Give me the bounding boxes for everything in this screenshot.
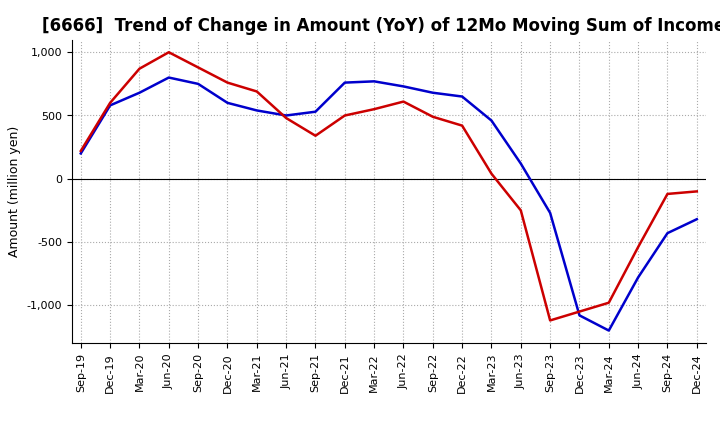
Net Income: [311, 133, 320, 138]
Ordinary Income: [106, 103, 114, 108]
Net Income: [135, 66, 144, 71]
Net Income: [399, 99, 408, 104]
Net Income: [341, 113, 349, 118]
Ordinary Income: [487, 118, 496, 123]
Net Income: [487, 171, 496, 176]
Net Income: [253, 89, 261, 94]
Net Income: [370, 106, 379, 112]
Title: [6666]  Trend of Change in Amount (YoY) of 12Mo Moving Sum of Incomes: [6666] Trend of Change in Amount (YoY) o…: [42, 17, 720, 35]
Ordinary Income: [693, 216, 701, 222]
Ordinary Income: [164, 75, 173, 80]
Ordinary Income: [575, 313, 584, 318]
Net Income: [282, 115, 290, 121]
Net Income: [634, 244, 642, 249]
Ordinary Income: [634, 275, 642, 280]
Net Income: [106, 100, 114, 106]
Ordinary Income: [135, 90, 144, 95]
Line: Net Income: Net Income: [81, 52, 697, 320]
Ordinary Income: [428, 90, 437, 95]
Net Income: [458, 123, 467, 128]
Ordinary Income: [458, 94, 467, 99]
Ordinary Income: [253, 108, 261, 113]
Ordinary Income: [605, 328, 613, 333]
Ordinary Income: [341, 80, 349, 85]
Ordinary Income: [76, 151, 85, 156]
Net Income: [164, 50, 173, 55]
Ordinary Income: [370, 79, 379, 84]
Ordinary Income: [194, 81, 202, 87]
Net Income: [428, 114, 437, 119]
Net Income: [76, 148, 85, 154]
Ordinary Income: [663, 231, 672, 236]
Net Income: [605, 300, 613, 305]
Line: Ordinary Income: Ordinary Income: [81, 77, 697, 330]
Ordinary Income: [223, 100, 232, 106]
Net Income: [194, 65, 202, 70]
Net Income: [693, 189, 701, 194]
Ordinary Income: [311, 109, 320, 114]
Net Income: [575, 309, 584, 314]
Ordinary Income: [516, 161, 525, 166]
Net Income: [663, 191, 672, 197]
Ordinary Income: [546, 210, 554, 216]
Ordinary Income: [399, 84, 408, 89]
Net Income: [223, 80, 232, 85]
Ordinary Income: [282, 113, 290, 118]
Y-axis label: Amount (million yen): Amount (million yen): [8, 126, 21, 257]
Net Income: [546, 318, 554, 323]
Net Income: [516, 208, 525, 213]
